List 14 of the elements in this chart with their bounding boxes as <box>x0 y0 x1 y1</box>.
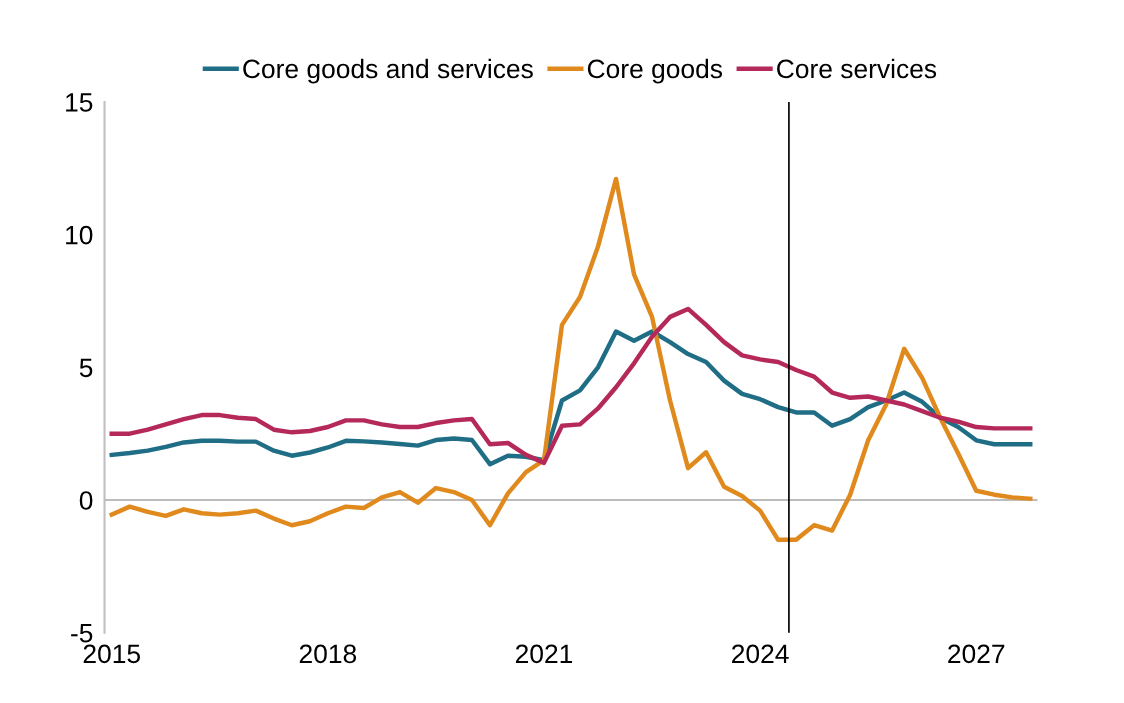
line-series <box>109 176 1033 543</box>
legend-label: Core goods <box>587 58 723 84</box>
y-tick-label: 15 <box>66 93 93 112</box>
x-tick-label: 2024 <box>732 644 789 664</box>
y-tick-label: -5 <box>71 624 93 643</box>
x-tick-label: 2015 <box>83 644 140 664</box>
y-tick-label: 10 <box>66 225 93 245</box>
x-tick-label: 2021 <box>515 644 573 664</box>
x-tick-label: 2018 <box>299 644 357 664</box>
y-tick-label: 0 <box>79 491 93 510</box>
x-tick-label: 2027 <box>948 644 1005 664</box>
y-tick-label: 5 <box>79 358 93 378</box>
legend-label: Core goods and services <box>243 58 533 84</box>
legend-label: Core services <box>777 58 937 79</box>
